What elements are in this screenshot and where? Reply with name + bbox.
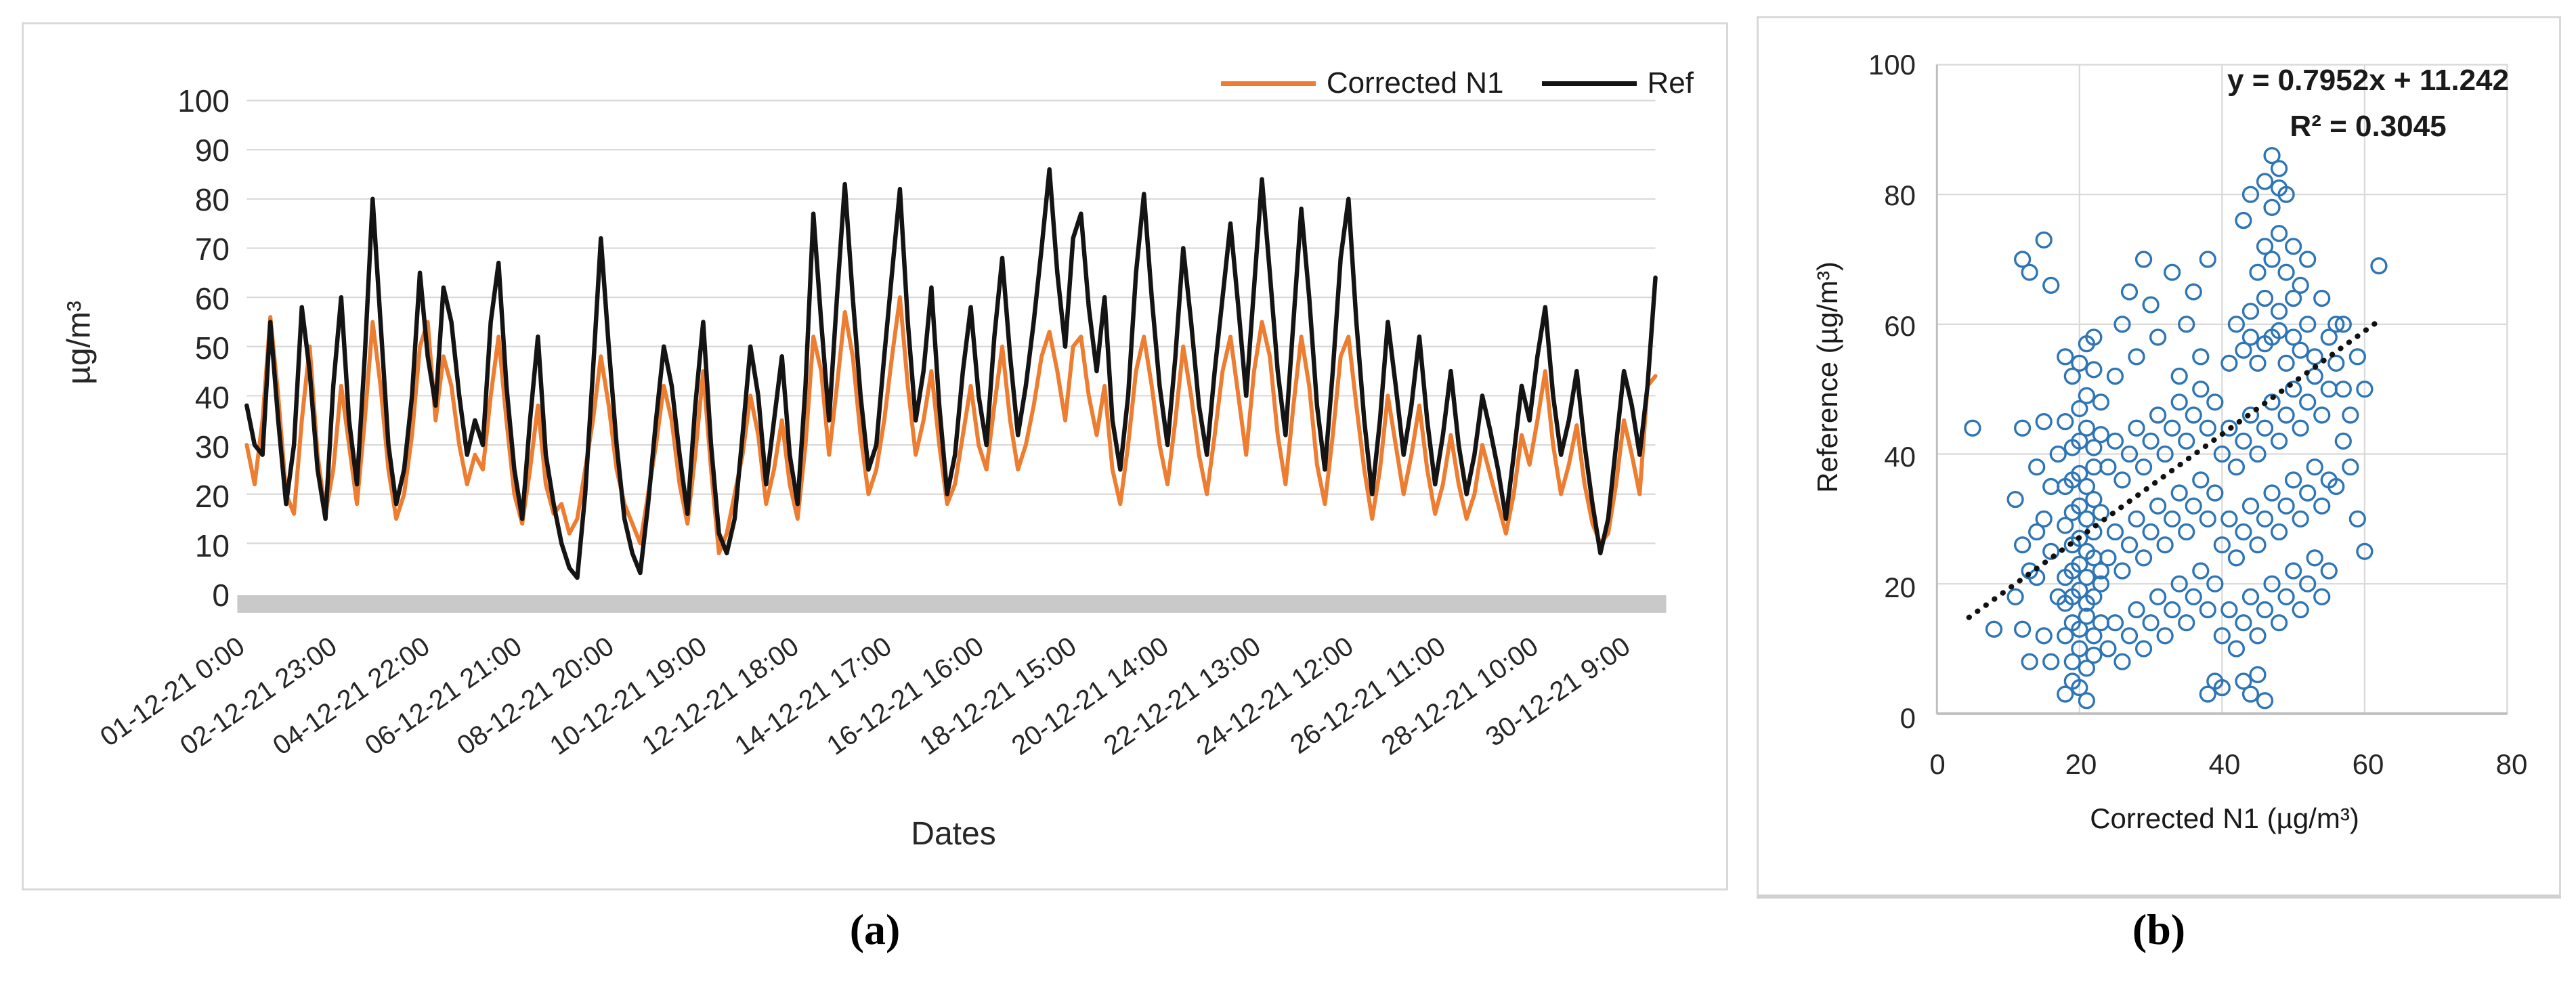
y-axis-title-a: µg/m³: [61, 301, 98, 385]
caption-b: (b): [2132, 905, 2186, 953]
legend-label-ref: Ref: [1647, 66, 1694, 100]
x-axis-title-a: Dates: [911, 816, 996, 852]
legend-label-corrected-n1: Corrected N1: [1326, 66, 1504, 100]
r-squared-value: R² = 0.3045: [2290, 110, 2447, 144]
caption-a: (a): [849, 905, 901, 953]
trendline-equation-block: y = 0.7952x + 11.242 R² = 0.3045: [2178, 58, 2558, 150]
scatter-chart: [1935, 64, 2508, 715]
legend-item-ref: Ref: [1541, 66, 1694, 100]
legend: Corrected N1 Ref: [1220, 66, 1694, 100]
timeseries-chart: [237, 100, 1667, 613]
corrected-n1-line-swatch-icon: [1220, 81, 1316, 86]
panel-a-timeseries: Corrected N1 Ref µg/m³ 0 10 20 30 40 50 60 70 80…: [22, 22, 1728, 890]
trendline-equation: y = 0.7952x + 11.242: [2227, 64, 2509, 97]
y-axis-title-b: Reference (µg/m³): [1811, 261, 1843, 493]
panel-b-scatter: y = 0.7952x + 11.242 R² = 0.3045 Referen…: [1757, 16, 2561, 899]
x-axis-title-b: Corrected N1 (µg/m³): [2090, 802, 2359, 834]
legend-item-corrected-n1: Corrected N1: [1220, 66, 1504, 100]
ref-line-swatch-icon: [1541, 81, 1637, 86]
